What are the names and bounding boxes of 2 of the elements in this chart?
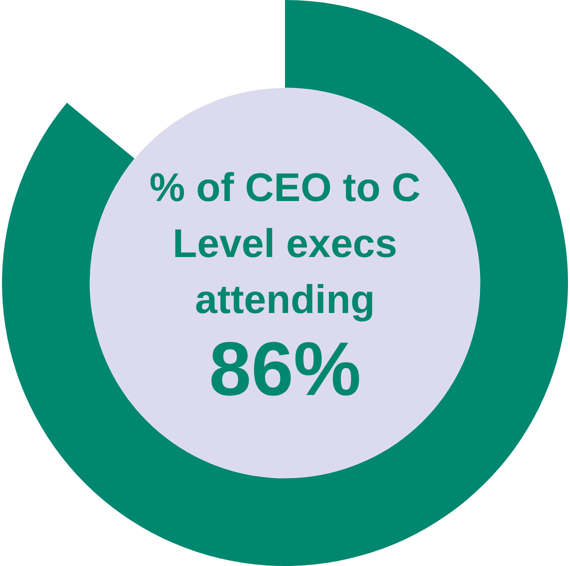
text: % of CEO to C Level execs attending bbox=[148, 165, 422, 324]
data-label: 86% bbox=[208, 327, 362, 412]
